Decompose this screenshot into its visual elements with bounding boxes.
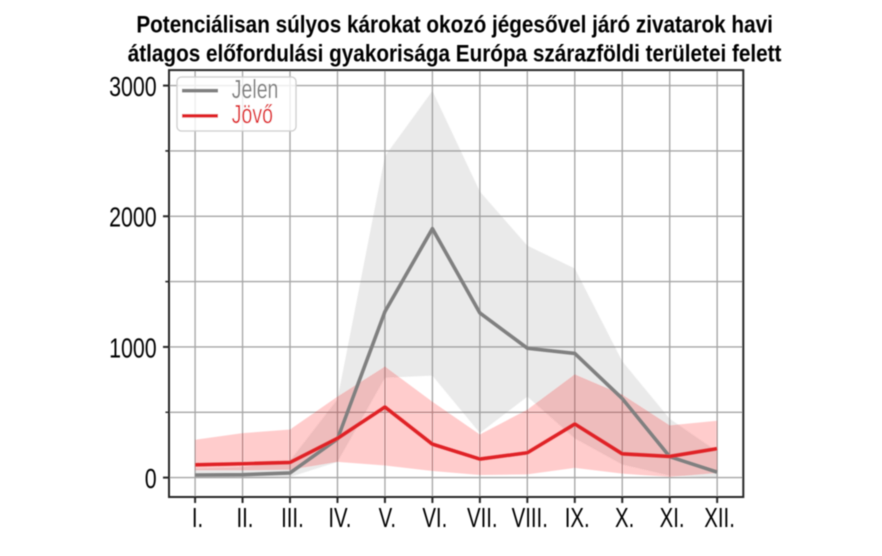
svg-text:V.: V. bbox=[379, 503, 396, 534]
svg-text:XI.: XI. bbox=[660, 503, 685, 534]
svg-text:2000: 2000 bbox=[109, 203, 157, 233]
svg-text:X.: X. bbox=[615, 503, 634, 534]
svg-text:III.: III. bbox=[281, 503, 304, 534]
svg-text:I.: I. bbox=[192, 503, 203, 534]
svg-text:átlagos előfordulási gyakorisá: átlagos előfordulási gyakorisága Európa … bbox=[128, 40, 782, 67]
svg-text:VI.: VI. bbox=[422, 503, 447, 534]
svg-text:Jelen: Jelen bbox=[232, 74, 279, 103]
svg-text:XII.: XII. bbox=[704, 503, 735, 534]
svg-text:VIII.: VIII. bbox=[512, 503, 548, 534]
svg-text:Potenciálisan súlyos károkat o: Potenciálisan súlyos károkat okozó jéges… bbox=[136, 11, 773, 38]
svg-text:1000: 1000 bbox=[109, 334, 157, 364]
svg-text:0: 0 bbox=[145, 464, 157, 494]
svg-text:VII.: VII. bbox=[467, 503, 498, 534]
svg-text:IX.: IX. bbox=[565, 503, 590, 534]
svg-text:IV.: IV. bbox=[328, 503, 351, 534]
svg-text:II.: II. bbox=[236, 503, 253, 534]
svg-text:3000: 3000 bbox=[109, 72, 157, 102]
svg-text:Jövő: Jövő bbox=[232, 100, 273, 129]
